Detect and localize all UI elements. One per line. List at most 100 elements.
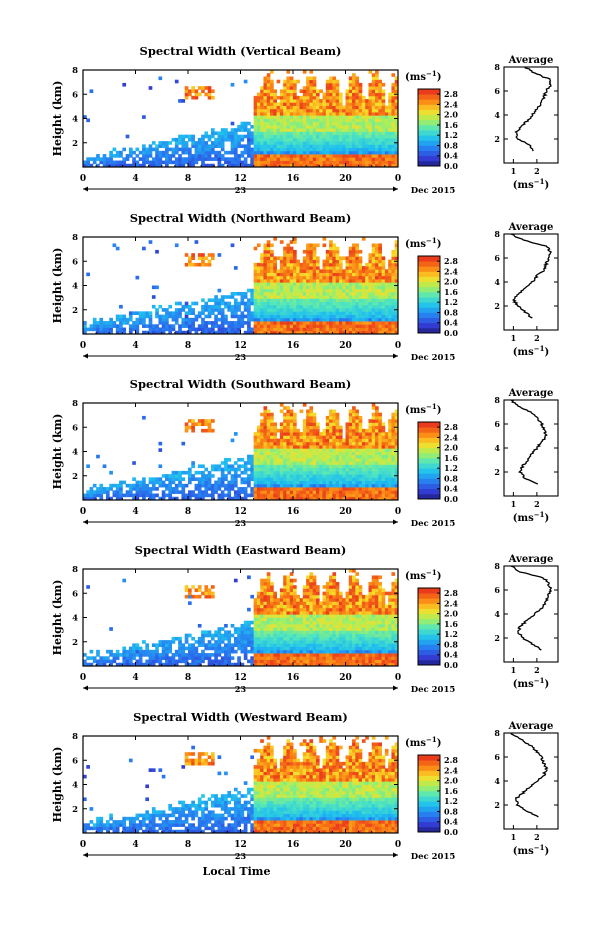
heatmap-cell — [388, 279, 392, 283]
heatmap-cell — [381, 451, 386, 456]
heatmap-cell — [119, 480, 123, 485]
heatmap-cell — [289, 76, 294, 81]
heatmap-cell — [322, 304, 327, 309]
heatmap-cell — [201, 163, 205, 168]
heatmap-cell — [371, 163, 376, 168]
heatmap-cell — [296, 262, 300, 267]
heatmap-cell — [256, 441, 261, 446]
heatmap-cell — [266, 496, 271, 501]
heatmap-cell — [381, 470, 386, 475]
heatmap-cell — [289, 454, 294, 459]
heatmap-cell — [319, 483, 323, 488]
heatmap-cell — [388, 99, 392, 103]
heatmap-cell — [322, 330, 327, 335]
heatmap-cell — [237, 163, 241, 168]
heatmap-cell — [247, 311, 251, 315]
heatmap-cell — [96, 659, 100, 664]
heatmap-cell — [256, 108, 261, 113]
heatmap-cell — [378, 282, 382, 286]
heatmap-cell — [329, 243, 333, 248]
heatmap-cell — [355, 457, 360, 462]
heatmap-cell — [266, 291, 271, 296]
heatmap-cell — [375, 308, 379, 312]
heatmap-cell — [270, 124, 274, 129]
heatmap-cell — [266, 474, 271, 478]
heatmap-cell — [371, 490, 376, 494]
heatmap-cell — [253, 99, 258, 103]
heatmap-cell — [388, 95, 392, 100]
heatmap-cell — [115, 246, 120, 251]
heatmap-cell — [391, 432, 396, 436]
heatmap-cell — [378, 470, 382, 475]
heatmap-cell — [296, 438, 300, 443]
heatmap-cell — [273, 141, 277, 145]
heatmap-cell — [207, 86, 212, 90]
heatmap-cell — [388, 288, 392, 293]
heatmap-cell — [256, 480, 261, 485]
heatmap-cell — [125, 659, 130, 664]
heatmap-cell — [145, 490, 150, 494]
heatmap-cell — [227, 470, 232, 475]
heatmap-cell — [233, 298, 238, 303]
heatmap-cell — [329, 432, 333, 436]
heatmap-cell — [361, 441, 366, 446]
heatmap-cell — [384, 445, 389, 449]
heatmap-cell — [315, 490, 320, 494]
heatmap-cell — [122, 317, 127, 322]
heatmap-cell — [109, 160, 113, 165]
heatmap-cell — [266, 112, 271, 116]
heatmap-cell — [96, 649, 100, 654]
heatmap-cell — [365, 474, 369, 478]
heatmap-cell — [365, 279, 369, 283]
heatmap-cell — [112, 653, 117, 657]
heatmap-cell — [329, 150, 333, 155]
heatmap-cell — [299, 454, 304, 459]
heatmap-cell — [319, 435, 323, 439]
heatmap-cell — [233, 432, 238, 436]
heatmap-cell — [309, 467, 314, 472]
heatmap-cell — [332, 474, 337, 478]
heatmap-cell — [378, 438, 382, 443]
heatmap-cell — [306, 425, 310, 430]
heatmap-cell — [296, 445, 300, 449]
heatmap-cell — [394, 301, 399, 306]
heatmap-cell — [332, 457, 337, 462]
heatmap-cell — [319, 288, 323, 293]
heatmap-cell — [312, 304, 317, 309]
heatmap-cell — [279, 137, 284, 142]
heatmap-cell — [158, 448, 163, 452]
heatmap-cell — [319, 311, 323, 315]
heatmap-cell — [384, 464, 389, 469]
heatmap-cell — [217, 464, 222, 469]
heatmap-cell — [122, 330, 127, 335]
heatmap-cell — [233, 321, 238, 325]
heatmap-cell — [283, 464, 287, 469]
heatmap-cell — [260, 128, 264, 132]
heatmap-cell — [243, 477, 248, 481]
heatmap-cell — [233, 157, 238, 161]
heatmap-cell — [266, 477, 271, 481]
profile-y-tick-label: 6 — [494, 419, 500, 429]
heatmap-cell — [293, 474, 297, 478]
heatmap-cell — [247, 461, 251, 465]
heatmap-cell — [270, 150, 274, 155]
heatmap-cell — [391, 160, 396, 165]
heatmap-cell — [289, 428, 294, 433]
heatmap-cell — [378, 102, 382, 106]
heatmap-cell — [315, 487, 320, 491]
heatmap-cell — [342, 438, 346, 443]
heatmap-cell — [293, 480, 297, 485]
heatmap-cell — [266, 118, 271, 123]
colorbar-tick-label: 1.6 — [444, 287, 458, 297]
heatmap-cell — [230, 82, 235, 87]
heatmap-cell — [260, 295, 264, 299]
heatmap-cell — [381, 282, 386, 286]
heatmap-cell — [312, 474, 317, 478]
heatmap-cell — [355, 295, 360, 299]
heatmap-cell — [135, 487, 140, 491]
heatmap-cell — [371, 102, 376, 106]
heatmap-cell — [309, 432, 314, 436]
heatmap-cell — [391, 131, 396, 136]
heatmap-cell — [293, 448, 297, 452]
heatmap-cell — [309, 457, 314, 462]
